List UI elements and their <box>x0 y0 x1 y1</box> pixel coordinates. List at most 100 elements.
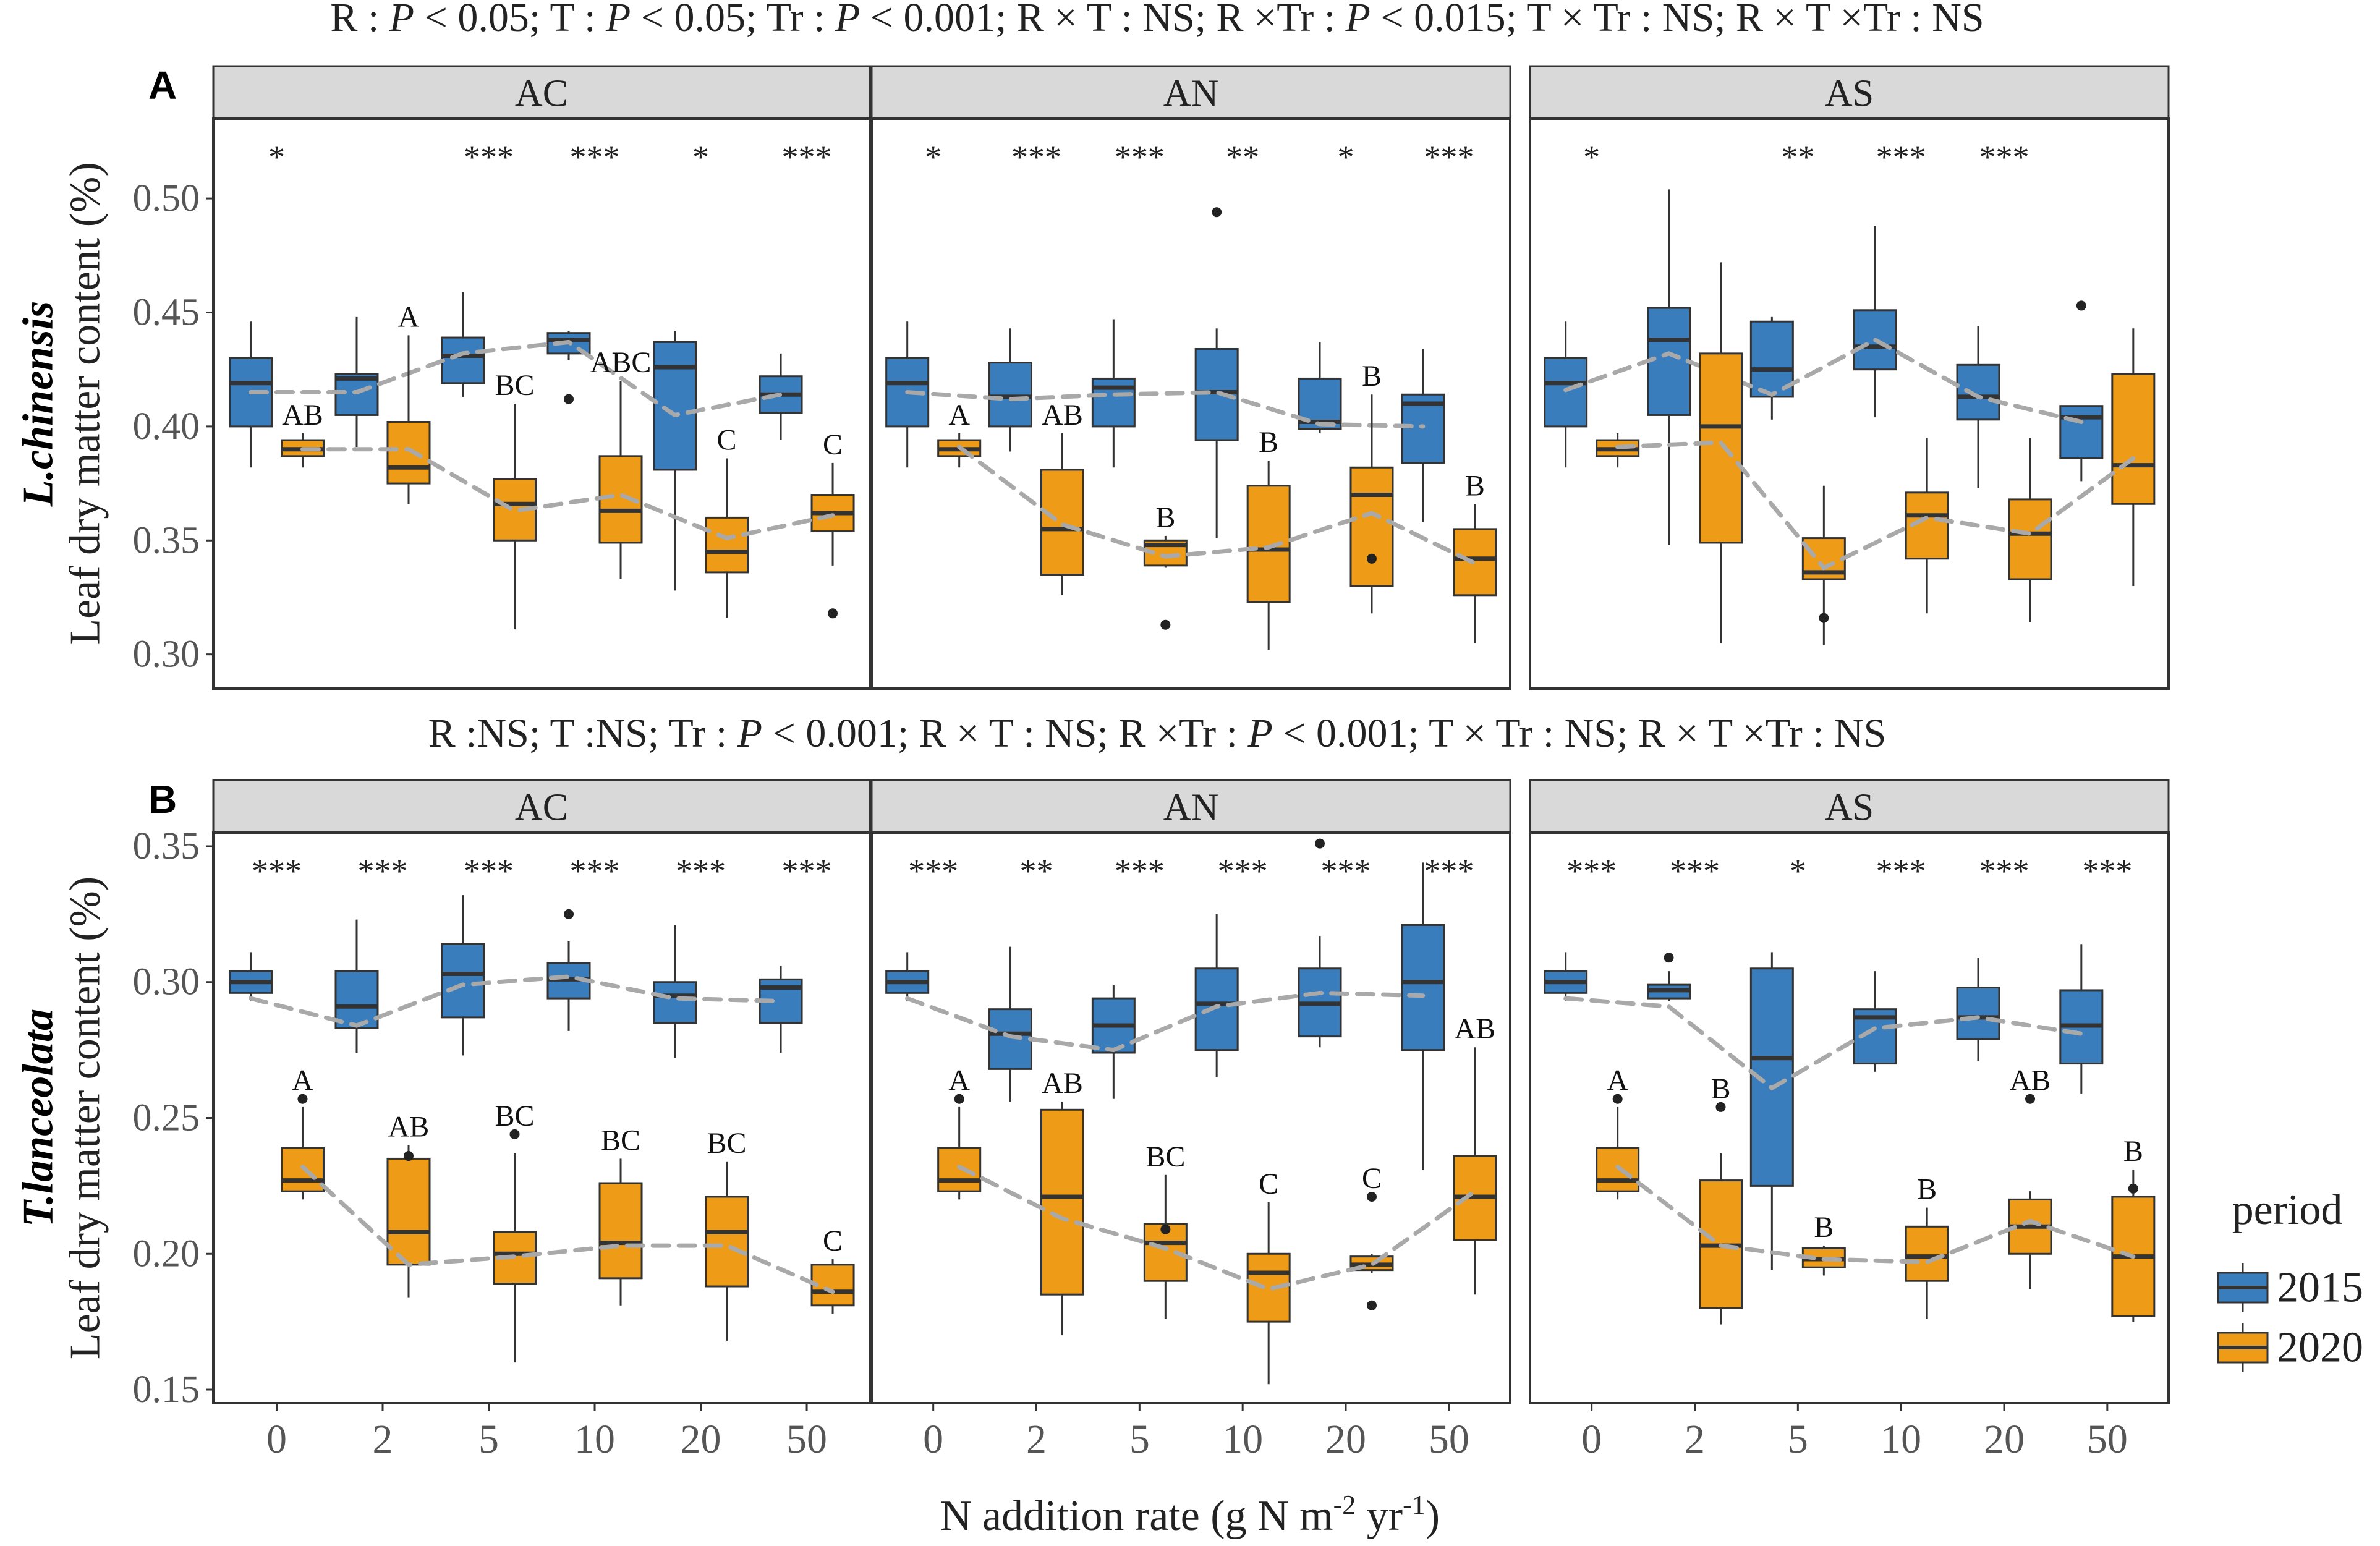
trend-line-2015 <box>1563 996 2084 1091</box>
stats-part: < 0.001; R × T : NS; R ×Tr : <box>762 711 1247 756</box>
x-axis-label-part: -2 <box>1333 1490 1356 1520</box>
group-letter: B <box>1814 1211 1834 1244</box>
trend-line-2015 <box>248 339 783 418</box>
significance-stars: * <box>692 138 709 176</box>
facet-strip-label: AC <box>515 787 568 829</box>
group-letter: AB <box>282 399 323 431</box>
group-letter: C <box>717 424 737 457</box>
box-2015 <box>2059 405 2104 460</box>
y-axis-label: Leaf dry matter content (%) <box>62 877 109 1359</box>
species-label: T.lanceolata <box>15 1009 62 1227</box>
significance-stars: *** <box>1115 852 1165 890</box>
significance-stars: *** <box>252 852 302 890</box>
outlier-point <box>564 394 574 404</box>
y-tick-label: 0.30 <box>133 961 200 1003</box>
y-tick-label: 0.35 <box>133 519 200 561</box>
box-2015 <box>334 970 379 1029</box>
group-letter: C <box>1362 1162 1382 1195</box>
stats-part: R : <box>330 0 389 40</box>
group-letter: BC <box>495 369 534 402</box>
y-tick-label: 0.45 <box>133 291 200 333</box>
facet-strip <box>870 65 1511 120</box>
facet-plot <box>885 838 1497 1385</box>
box-2020 <box>1040 469 1085 576</box>
group-letter: AB <box>1042 1067 1083 1100</box>
box-2015 <box>1956 987 2000 1040</box>
legend-label: 2020 <box>2277 1324 2363 1372</box>
box-2020 <box>705 516 749 574</box>
significance-stars: *** <box>1115 138 1165 176</box>
x-tick-label: 20 <box>1325 1417 1366 1462</box>
group-letter: AB <box>2010 1064 2051 1097</box>
significance-stars: * <box>268 138 285 176</box>
x-tick-label: 10 <box>1222 1417 1263 1462</box>
y-tick-label: 0.40 <box>133 406 200 448</box>
group-letter: AB <box>388 1110 430 1143</box>
stats-part: P <box>389 0 414 40</box>
facet-border <box>1529 831 2170 1404</box>
significance-stars: ** <box>1020 852 1053 890</box>
significance-stars: *** <box>676 852 726 890</box>
x-tick-label: 50 <box>786 1417 827 1462</box>
y-tick-label: 0.25 <box>133 1097 200 1139</box>
outlier-point <box>2076 300 2086 311</box>
group-letter: B <box>1465 469 1485 502</box>
box-2015 <box>653 341 697 471</box>
group-letter: C <box>823 428 843 461</box>
box-2015 <box>1749 320 1794 398</box>
outlier-point <box>1160 619 1171 630</box>
outlier-point <box>1160 1224 1171 1234</box>
box-2015 <box>441 336 485 384</box>
group-letter: BC <box>495 1100 534 1132</box>
panel-label: A <box>148 63 177 108</box>
box-2015 <box>988 1008 1033 1070</box>
group-letter: AB <box>1454 1013 1495 1045</box>
group-letter: B <box>1711 1072 1731 1105</box>
stats-part: P <box>737 711 762 756</box>
y-tick-label: 0.50 <box>133 177 200 219</box>
group-letter: B <box>1917 1173 1937 1206</box>
group-letter: B <box>2123 1135 2143 1168</box>
box-2015 <box>1544 357 1588 428</box>
box-2015 <box>988 362 1033 428</box>
significance-stars: *** <box>357 852 407 890</box>
stats-part: < 0.001; R × T : NS; R ×Tr : <box>860 0 1345 40</box>
box-2015 <box>653 981 697 1024</box>
box-2020 <box>1699 352 1743 544</box>
facet-border <box>870 117 1511 690</box>
significance-stars: *** <box>1876 852 1926 890</box>
stats-line: R : P < 0.05; T : P < 0.05; Tr : P < 0.0… <box>330 0 1984 40</box>
facet-strip <box>1529 65 2170 120</box>
group-letter: B <box>1259 426 1278 459</box>
box-2015 <box>1401 393 1445 464</box>
group-letter: C <box>1259 1168 1278 1200</box>
stats-part: R :NS; T :NS; Tr : <box>428 711 737 756</box>
facet-plot <box>1544 944 2156 1325</box>
facet-strip-label: AN <box>1163 73 1219 115</box>
x-tick-label: 2 <box>1026 1417 1047 1462</box>
y-axis-label: Leaf dry matter content (%) <box>62 162 109 645</box>
group-letter: B <box>1362 360 1382 393</box>
facet-strip-label: AN <box>1163 787 1219 829</box>
significance-stars: *** <box>1876 138 1926 176</box>
facet-border <box>1529 117 2170 690</box>
stats-part: < 0.05; T : <box>414 0 606 40</box>
facet-border <box>212 117 871 690</box>
box-2020 <box>1040 1108 1085 1296</box>
box-2020 <box>1453 528 1497 597</box>
x-tick-label: 10 <box>574 1417 615 1462</box>
stats-part: P <box>1247 711 1272 756</box>
outlier-point <box>2025 1094 2036 1104</box>
x-axis-label-part: -1 <box>1403 1490 1426 1520</box>
facet-border <box>212 831 871 1404</box>
x-tick-label: 2 <box>372 1417 393 1462</box>
group-letter: A <box>948 1064 970 1097</box>
trend-line-2015 <box>248 974 783 1028</box>
significance-stars: *** <box>908 852 958 890</box>
group-letter: A <box>292 1064 313 1097</box>
outlier-point <box>403 1151 414 1162</box>
facet-plot <box>1544 189 2156 645</box>
x-tick-label: 50 <box>1429 1417 1469 1462</box>
significance-stars: *** <box>1321 852 1371 890</box>
significance-stars: *** <box>2082 852 2132 890</box>
